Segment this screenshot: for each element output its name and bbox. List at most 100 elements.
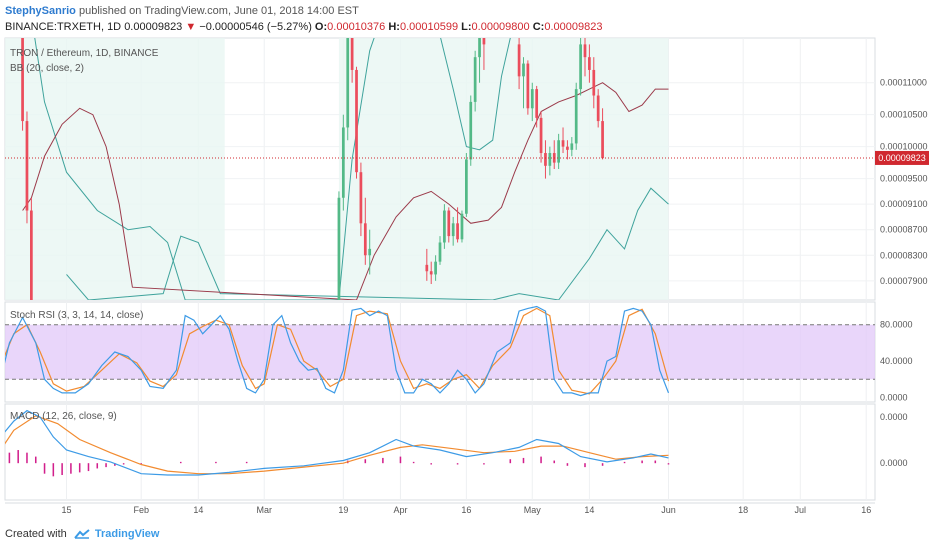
bollinger-upper-line (34, 38, 511, 300)
down-arrow-icon: ▼ (185, 21, 197, 33)
macd-histogram-bar (0, 457, 1, 464)
candle-body (530, 89, 534, 109)
candle-body (460, 213, 464, 240)
macd-histogram-bar (215, 461, 217, 464)
open-label: O: (314, 21, 328, 33)
macd-histogram-bar (654, 460, 657, 464)
symbol-name: BINANCE:TRXETH, 1D (5, 21, 125, 33)
x-axis-tick-label: 14 (193, 505, 203, 515)
candle-body (548, 153, 552, 166)
stoch-rsi-axis-label: 40.0000 (880, 356, 913, 366)
macd-histogram-bar (522, 457, 525, 464)
macd-panel-frame (4, 403, 876, 501)
macd-histogram-bar (430, 463, 432, 465)
bollinger-fill (338, 38, 669, 300)
candle-body (482, 38, 486, 45)
candle-body (544, 153, 547, 166)
macd-histogram-bar (34, 456, 37, 464)
price-axis-label: 0.00009100 (880, 199, 928, 209)
macd-histogram-bar (8, 452, 11, 464)
macd-histogram-bar (43, 463, 46, 474)
macd-histogram-bar (78, 463, 81, 473)
candle-body (535, 89, 539, 118)
close-label: C: (529, 21, 545, 33)
macd-histogram-bar (179, 461, 182, 464)
author-link[interactable]: StephySanrio (5, 5, 76, 17)
candle-body (25, 121, 29, 211)
macd-histogram-bar (122, 463, 125, 465)
price-plot-area (5, 38, 669, 300)
stoch-rsi-axis-label: 0.0000 (880, 392, 908, 402)
close-value: 0.00009823 (544, 21, 603, 33)
macd-histogram-bar (667, 463, 670, 465)
macd-histogram-bar (399, 456, 402, 464)
macd-histogram-bar (540, 456, 542, 464)
macd-histogram-bar (61, 463, 63, 476)
price-axis-label: 0.00010500 (880, 110, 928, 120)
candle-body (350, 38, 354, 70)
macd-axis-label: 0.0000 (880, 458, 908, 468)
price-change: −0.00000546 (−5.27%) (196, 21, 315, 33)
candle-body (469, 101, 473, 160)
open-value: 0.00010376 (327, 21, 386, 33)
candle-body (526, 63, 530, 109)
x-axis-tick-label: 19 (338, 505, 348, 515)
price-axis-label: 0.00009500 (880, 174, 928, 184)
macd-histogram-bar (105, 463, 107, 468)
footer: Created with TradingView (5, 528, 159, 544)
candle-body (438, 242, 442, 262)
macd-histogram-bar (70, 463, 72, 474)
stoch-rsi-band (5, 324, 875, 380)
macd-histogram-bar (584, 463, 586, 468)
low-value: 0.00009800 (471, 21, 530, 33)
candle-body (574, 89, 578, 144)
price-axis-label: 0.00008700 (880, 225, 928, 235)
candle-body (473, 57, 477, 102)
x-axis-tick-label: 16 (861, 505, 871, 515)
macd-histogram-bar (623, 461, 626, 464)
x-axis-tick-label: Mar (256, 505, 272, 515)
price-axis-label: 0.00011000 (880, 78, 927, 88)
candle-body (592, 69, 596, 96)
macd-title: MACD (12, 26, close, 9) (10, 411, 117, 422)
publish-line: StephySanrio published on TradingView.co… (5, 5, 359, 17)
macd-histogram-bar (483, 463, 485, 465)
chart-header: StephySanrio published on TradingView.co… (5, 2, 925, 36)
candle-body (30, 210, 33, 300)
tradingview-brand[interactable]: TradingView (94, 528, 160, 540)
candle-body (451, 223, 455, 237)
candle-body (346, 38, 350, 128)
candle-body (566, 146, 569, 150)
price-axis-label: 0.00010000 (880, 142, 928, 152)
stoch-rsi-axis-label: 80.0000 (880, 320, 913, 330)
price-axis-label: 0.00008300 (880, 250, 928, 260)
x-axis-tick-label: Jul (795, 505, 807, 515)
last-price: 0.00009823 (124, 21, 183, 33)
candle-body (21, 38, 24, 122)
macd-histogram-bar (26, 452, 28, 464)
candle-body (456, 223, 459, 240)
candle-body (425, 264, 429, 272)
x-axis-tick-label: 16 (461, 505, 471, 515)
x-axis-tick-label: 14 (584, 505, 594, 515)
candle-body (443, 210, 446, 243)
macd-histogram-bar (553, 460, 556, 464)
x-axis-tick-label: Jun (661, 505, 676, 515)
x-axis-tick-label: 15 (62, 505, 72, 515)
candle-body (368, 248, 372, 256)
candle-body (363, 223, 367, 256)
candle-body (359, 172, 363, 224)
macd-axis-label: 0.0000 (880, 412, 908, 422)
macd-histogram-bar (641, 460, 643, 464)
macd-histogram-bar (601, 463, 604, 466)
candle-body (522, 63, 525, 77)
symbol-line: BINANCE:TRXETH, 1D 0.00009823 ▼ −0.00000… (5, 21, 602, 33)
bollinger-legend: BB (20, close, 2) (10, 63, 84, 74)
candle-body (570, 143, 574, 150)
bollinger-lower-line (66, 187, 669, 300)
bollinger-basis-line (22, 82, 669, 300)
last-price-tag-label: 0.00009823 (878, 153, 926, 163)
candle-body (341, 127, 345, 198)
x-axis-tick-label: Feb (133, 505, 149, 515)
